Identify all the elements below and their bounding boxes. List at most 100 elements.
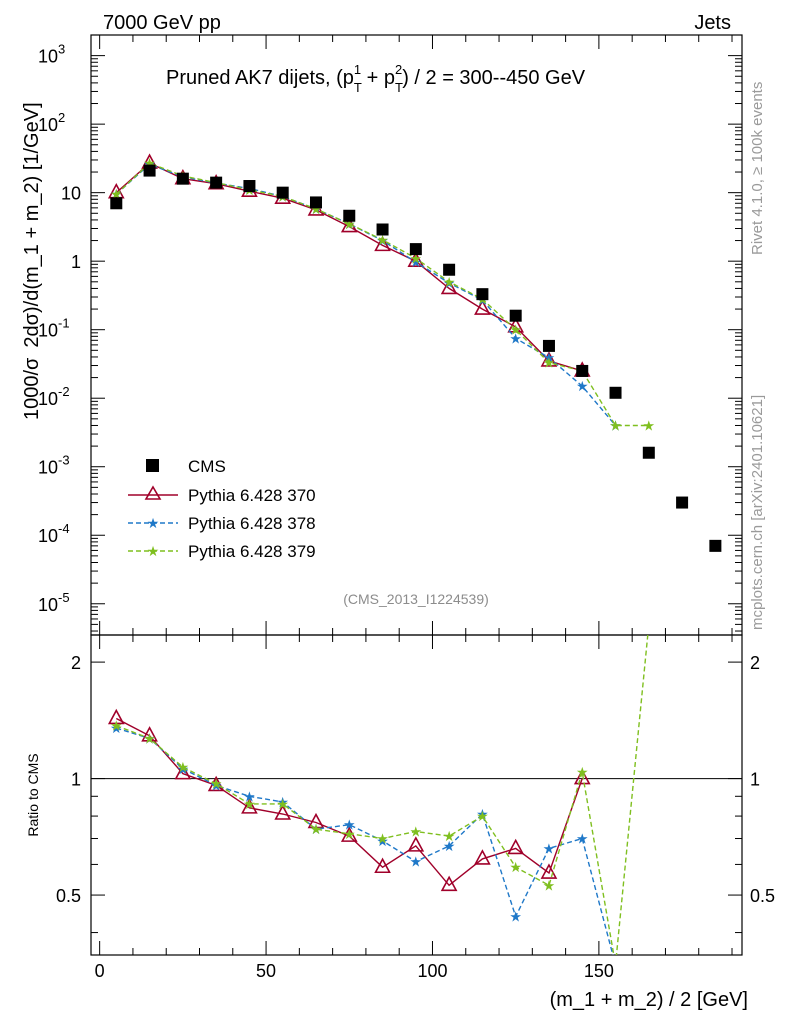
ratio-y-tick-label: 0.5 — [56, 886, 81, 906]
main-point-379: ★ — [376, 232, 389, 248]
main-series: ★★★★★★★★★★★★★★★★★★★★★★★★★★★★★★★★★ — [107, 153, 722, 552]
ratio-x-tick-label: 50 — [256, 961, 276, 981]
ratio-series: ★★★★★ ★★ ★★★★★★★★★★★★★★ ★★ ★ ★ ★ ★★★★★★★ — [107, 617, 656, 955]
ratio-frame — [90, 634, 743, 956]
legend-marker-370 — [144, 485, 162, 500]
ratio-point-370 — [107, 708, 125, 725]
ratio-point-370 — [374, 857, 391, 874]
legend-marker-378: ★ — [147, 515, 160, 531]
legend-marker-379: ★ — [147, 543, 160, 559]
rivet-label: Rivet 4.1.0, ≥ 100k events — [749, 82, 766, 255]
ratio-point-378: ★ — [243, 788, 256, 804]
main-point-370 — [407, 251, 425, 267]
ratio-point-379: ★ — [310, 821, 323, 837]
ratio-point-379: ★ — [509, 859, 522, 875]
main-point-370 — [374, 235, 391, 252]
main-y-tick-label: 102 — [38, 110, 65, 135]
mcplots-label: mcplots.cern.ch [arXiv:2401.10621] — [749, 395, 766, 630]
main-y-tick-label: 1 — [71, 252, 81, 272]
ratio-point-379: ★ — [476, 808, 489, 824]
main-y-tick-label: 10-1 — [38, 316, 70, 341]
ratio-point-379: ★ — [543, 877, 556, 893]
chart-title: Pruned AK7 dijets, (pT1 + pT2) / 2 = 300… — [166, 62, 586, 95]
ratio-point-379: ★ — [177, 759, 190, 775]
ratio-point-379: ★ — [143, 730, 156, 746]
ratio-point-378: ★ — [509, 909, 522, 925]
main-point-379: ★ — [443, 274, 456, 290]
cms-point — [409, 243, 422, 256]
main-point-370 — [540, 351, 558, 367]
legend-label-370: Pythia 6.428 370 — [188, 486, 316, 505]
main-point-379: ★ — [609, 417, 622, 433]
legend-marker-cms — [146, 459, 159, 472]
ratio-point-379: ★ — [376, 831, 389, 847]
ratio-point-379: ★ — [210, 776, 223, 792]
ratio-point-370 — [274, 804, 292, 820]
legend-label-379: Pythia 6.428 379 — [188, 542, 316, 561]
ratio-point-378: ★ — [376, 833, 389, 849]
main-point-378: ★ — [543, 350, 556, 366]
ratio-point-370 — [241, 798, 258, 814]
ratio-y-tick-label-right: 2 — [750, 653, 760, 673]
ratio-x-tick-label: 0 — [95, 961, 105, 981]
ratio-point-378: ★ — [343, 817, 356, 833]
cms-point — [309, 196, 322, 209]
ratio-point-370 — [540, 863, 558, 879]
cms-point — [443, 263, 456, 276]
ratio-y-tick-label-right: 1 — [750, 770, 760, 790]
main-point-370 — [440, 278, 458, 295]
x-axis-label: (m_1 + m_2) / 2 [GeV] — [550, 989, 748, 1011]
ratio-point-379: ★ — [643, 617, 656, 633]
main-y-ticks: 10-5 10-4 10-3 10-2 10-1 1 10 102 103 — [38, 34, 742, 632]
ratio-point-379: ★ — [276, 796, 289, 812]
legend-label-cms: CMS — [188, 457, 226, 476]
ratio-y-tick-label: 2 — [71, 653, 81, 673]
main-point-370 — [474, 299, 491, 315]
cms-point — [210, 176, 223, 189]
ratio-point-378: ★ — [310, 821, 323, 837]
main-point-379: ★ — [509, 322, 522, 338]
main-y-tick-label: 10-3 — [38, 453, 70, 478]
ratio-series-line — [115, 717, 583, 887]
cms-point — [110, 197, 123, 210]
ratio-point-379: ★ — [343, 826, 356, 842]
ratio-point-370 — [440, 875, 458, 892]
main-point-378: ★ — [410, 254, 423, 270]
main-series-line — [115, 162, 583, 372]
cms-point — [709, 539, 722, 552]
header-left: 7000 GeV pp — [103, 12, 221, 34]
cms-point — [476, 288, 489, 301]
cms-point — [243, 180, 256, 193]
main-point-370 — [507, 317, 525, 333]
main-y-tick-label: 10-2 — [38, 384, 70, 409]
legend-label-378: Pythia 6.428 378 — [188, 514, 316, 533]
ratio-series-line — [116, 635, 649, 955]
cms-point — [509, 309, 522, 322]
main-y-tick-label: 103 — [38, 42, 65, 67]
cms-point — [542, 339, 555, 352]
main-point-378: ★ — [443, 275, 456, 291]
analysis-tag: (CMS_2013_I1224539) — [343, 591, 489, 607]
main-series-line — [115, 162, 649, 427]
ratio-point-379: ★ — [410, 823, 423, 839]
ratio-x-tick-label: 150 — [584, 961, 614, 981]
main-y-tick-label: 10-4 — [38, 521, 70, 546]
ratio-point-379: ★ — [576, 764, 589, 780]
ratio-point-370 — [141, 726, 158, 742]
ratio-point-378: ★ — [110, 720, 123, 736]
main-point-379: ★ — [643, 417, 656, 433]
ratio-point-379: ★ — [443, 828, 456, 844]
cms-point — [676, 496, 689, 509]
cms-point — [143, 164, 156, 177]
cms-point — [343, 209, 356, 222]
main-y-tick-label: 10 — [61, 184, 81, 204]
ratio-point-378: ★ — [443, 838, 456, 854]
main-point-378: ★ — [576, 378, 589, 394]
legend: CMS Pythia 6.428 370 ★ Pythia 6.428 378 … — [128, 457, 316, 561]
ratio-y-label: Ratio to CMS — [25, 753, 41, 836]
ratio-point-378: ★ — [576, 831, 589, 847]
ratio-point-378: ★ — [410, 854, 423, 870]
cms-point — [176, 172, 189, 185]
header-right: Jets — [694, 12, 731, 34]
